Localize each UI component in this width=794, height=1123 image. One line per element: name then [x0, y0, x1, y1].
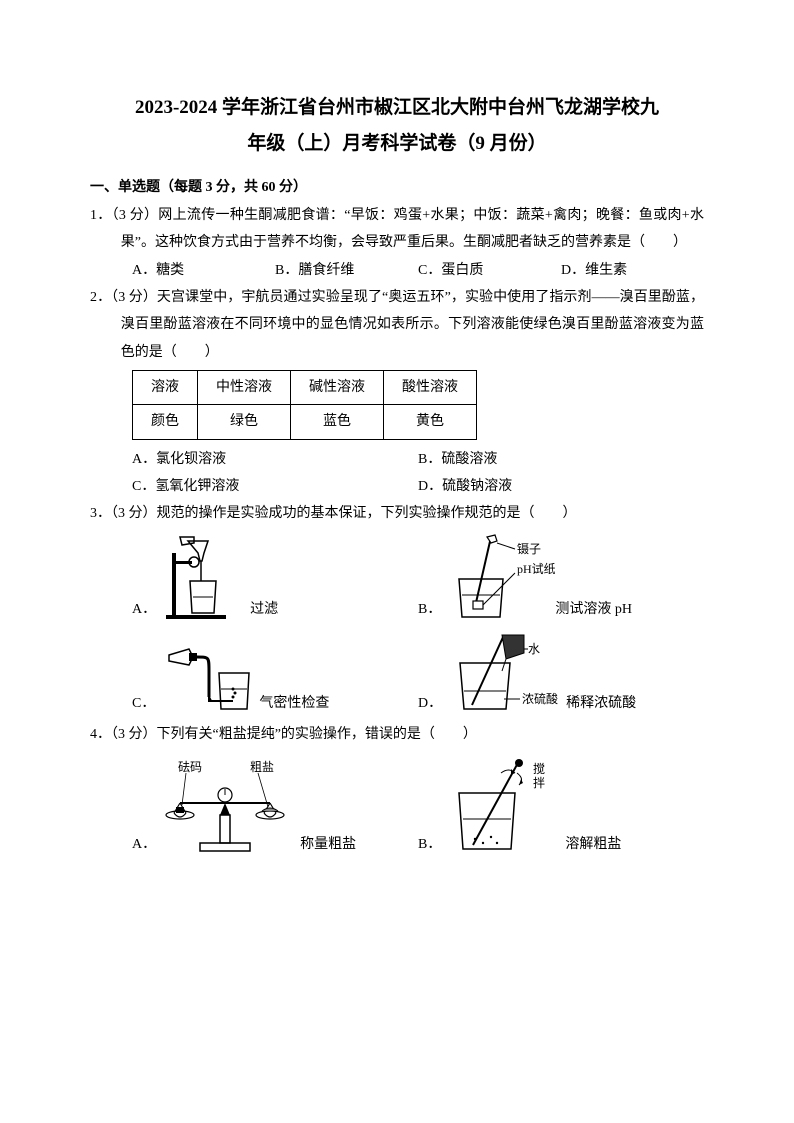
ph-paper-label: pH试纸 [517, 561, 555, 576]
q2-opt-a: A．氯化钡溶液 [132, 446, 418, 473]
q4-opt-a: A． 砝码 粗盐 [132, 759, 418, 859]
q3-opt-b: B． 镊子 pH试纸 测试溶液 pH [418, 533, 704, 623]
cell: 溶液 [133, 370, 198, 404]
q4-opt-b: B． 搅 拌 [418, 759, 704, 859]
q3-a-label: 过滤 [250, 596, 278, 623]
q3-stem: 3．（3 分）规范的操作是实验成功的基本保证，下列实验操作规范的是（ ） [90, 500, 704, 527]
question-4: 4．（3 分）下列有关“粗盐提纯”的实验操作，错误的是（ ） A． 砝码 粗盐 [90, 721, 704, 858]
title-line2: 年级（上）月考科学试卷（9 月份） [90, 126, 704, 162]
cell: 绿色 [198, 405, 291, 439]
weight-label: 砝码 [178, 759, 202, 774]
q3-c-label: 气密性检查 [259, 690, 329, 717]
q3-d-letter: D． [418, 690, 442, 717]
q3-opt-d: D． 水 浓硫酸 稀释浓硫酸 [418, 629, 704, 717]
balance-diagram-icon: 砝码 粗盐 [160, 759, 300, 859]
stir-label-2: 拌 [533, 775, 545, 790]
cell: 酸性溶液 [384, 370, 477, 404]
q2-stem: 2．（3 分）天宫课堂中，宇航员通过实验呈现了“奥运五环”，实验中使用了指示剂—… [90, 284, 704, 366]
stir-label-1: 搅 [533, 761, 545, 776]
question-2: 2．（3 分）天宫课堂中，宇航员通过实验呈现了“奥运五环”，实验中使用了指示剂—… [90, 284, 704, 500]
cell: 黄色 [384, 405, 477, 439]
q4-b-letter: B． [418, 831, 441, 858]
acid-label: 浓硫酸 [522, 691, 558, 706]
q1-opt-c: C．蛋白质 [418, 257, 561, 284]
q2-opt-d: D．硫酸钠溶液 [418, 473, 704, 500]
dilute-diagram-icon: 水 浓硫酸 [446, 629, 566, 717]
q1-opt-b: B．膳食纤维 [275, 257, 418, 284]
q2-opt-c: C．氢氧化钾溶液 [132, 473, 418, 500]
tweezers-label: 镊子 [517, 542, 541, 556]
q3-d-label: 稀释浓硫酸 [566, 690, 636, 717]
filter-diagram-icon [160, 533, 250, 623]
table-row: 颜色 绿色 蓝色 黄色 [133, 405, 477, 439]
cell: 颜色 [133, 405, 198, 439]
q1-opt-d: D．维生素 [561, 257, 704, 284]
q3-b-letter: B． [418, 596, 441, 623]
salt-label: 粗盐 [250, 760, 274, 774]
q3-b-label: 测试溶液 pH [555, 596, 632, 623]
dissolve-diagram-icon: 搅 拌 [445, 759, 565, 859]
q3-opt-c: C． 气密性检查 [132, 637, 418, 717]
cell: 碱性溶液 [291, 370, 384, 404]
q3-c-letter: C． [132, 690, 155, 717]
title-line1: 2023-2024 学年浙江省台州市椒江区北大附中台州飞龙湖学校九 [90, 90, 704, 126]
cell: 蓝色 [291, 405, 384, 439]
cell: 中性溶液 [198, 370, 291, 404]
q4-b-label: 溶解粗盐 [565, 831, 621, 858]
q4-a-letter: A． [132, 831, 156, 858]
water-label: 水 [528, 642, 540, 656]
q4-a-label: 称量粗盐 [300, 831, 356, 858]
q1-stem: 1．（3 分）网上流传一种生酮减肥食谱：“早饭：鸡蛋+水果；中饭：蔬菜+禽肉；晚… [90, 202, 704, 257]
q1-opt-a: A．糖类 [132, 257, 275, 284]
q2-opt-b: B．硫酸溶液 [418, 446, 704, 473]
q3-opt-a: A． 过滤 [132, 533, 418, 623]
airtight-diagram-icon [159, 637, 259, 717]
table-row: 溶液 中性溶液 碱性溶液 酸性溶液 [133, 370, 477, 404]
question-3: 3．（3 分）规范的操作是实验成功的基本保证，下列实验操作规范的是（ ） A． [90, 500, 704, 717]
q2-table: 溶液 中性溶液 碱性溶液 酸性溶液 颜色 绿色 蓝色 黄色 [132, 370, 477, 440]
question-1: 1．（3 分）网上流传一种生酮减肥食谱：“早饭：鸡蛋+水果；中饭：蔬菜+禽肉；晚… [90, 202, 704, 284]
q4-stem: 4．（3 分）下列有关“粗盐提纯”的实验操作，错误的是（ ） [90, 721, 704, 748]
section-heading: 一、单选题（每题 3 分，共 60 分） [90, 176, 704, 196]
q3-a-letter: A． [132, 596, 156, 623]
ph-test-diagram-icon: 镊子 pH试纸 [445, 533, 555, 623]
